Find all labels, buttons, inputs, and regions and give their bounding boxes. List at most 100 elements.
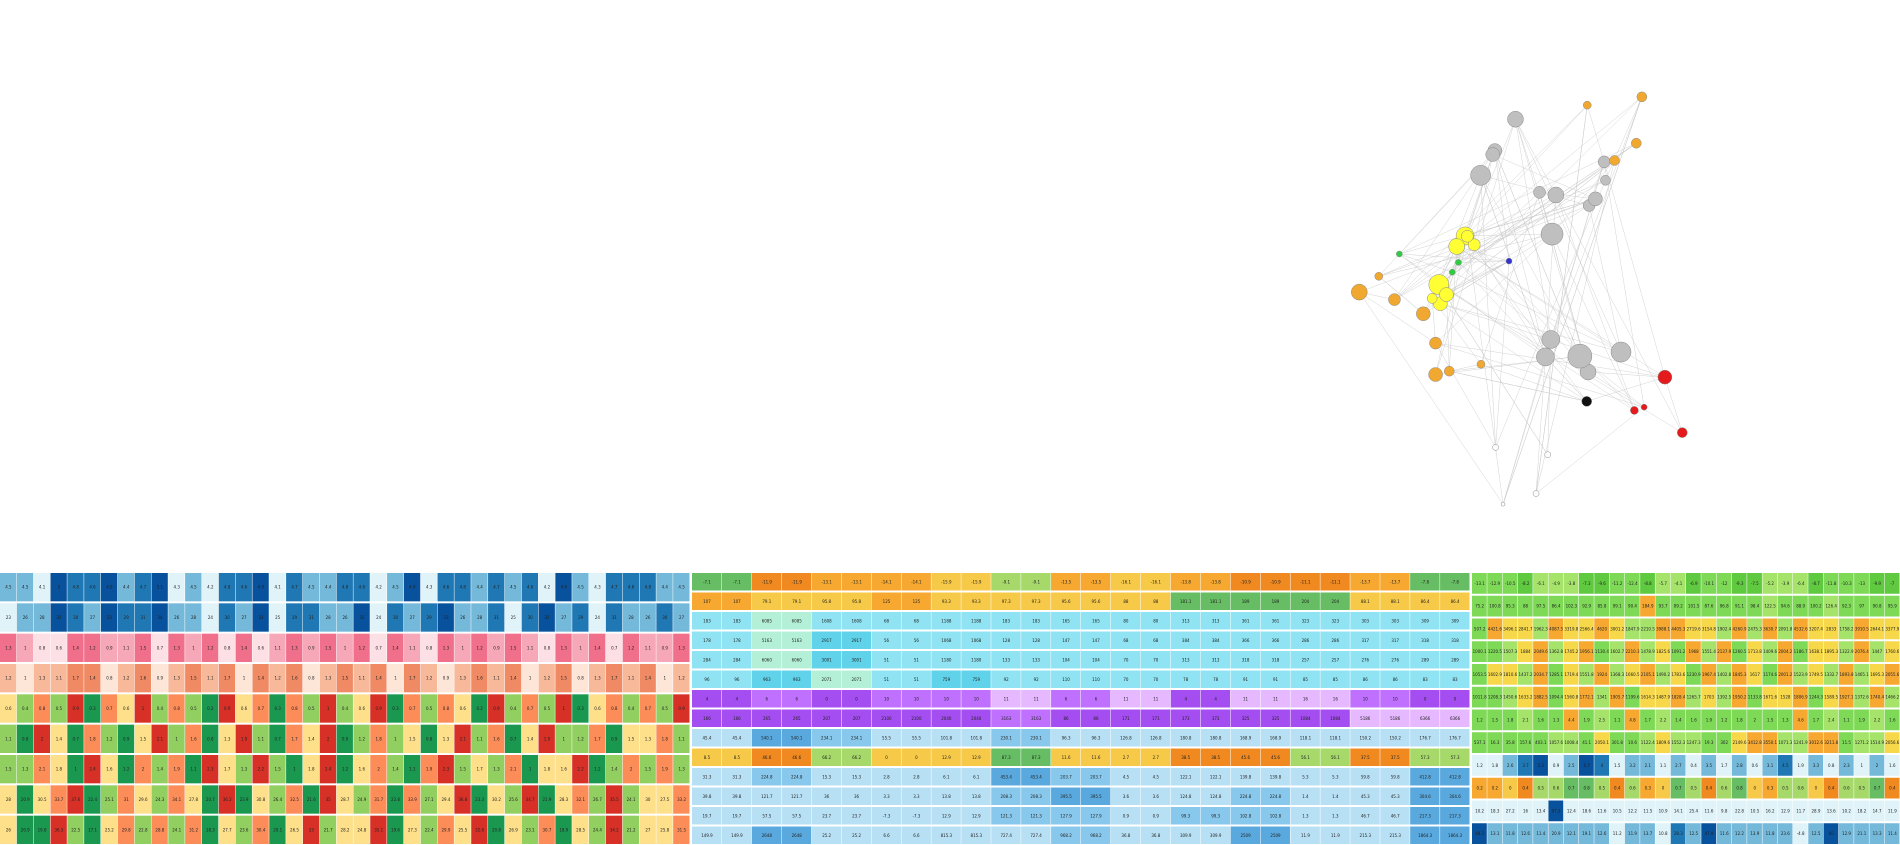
heatmap-cell-value: 24.1 bbox=[172, 827, 181, 832]
graph-node-grey[interactable] bbox=[1470, 165, 1491, 186]
heatmap-cell-value: 2 bbox=[142, 767, 145, 772]
graph-node-white[interactable] bbox=[1532, 490, 1540, 497]
graph-node-grey[interactable] bbox=[1485, 147, 1500, 162]
heatmap-cell bbox=[751, 826, 782, 844]
graph-node-grey[interactable] bbox=[1536, 347, 1555, 367]
graph-node-grey[interactable] bbox=[1507, 110, 1524, 128]
heatmap-cell bbox=[454, 573, 471, 602]
heatmap-cell bbox=[100, 664, 118, 693]
heatmap-cell bbox=[1170, 670, 1201, 688]
graph-edge bbox=[1515, 119, 1589, 373]
heatmap-cell bbox=[185, 815, 202, 844]
heatmap-cell bbox=[639, 694, 656, 723]
heatmap-cell-value: 2137.9 bbox=[1717, 649, 1731, 654]
graph-node-orange[interactable] bbox=[1582, 100, 1592, 110]
heatmap-cell bbox=[1200, 787, 1231, 805]
heatmap-cell bbox=[1140, 670, 1171, 688]
heatmap-cell-value: 1362.8 bbox=[1549, 649, 1563, 654]
heatmap-cell-value: 4.4 bbox=[476, 585, 483, 590]
graph-node-green[interactable] bbox=[1396, 250, 1403, 258]
heatmap-cell-value: 0.4 bbox=[22, 706, 29, 711]
heatmap-cell bbox=[1021, 709, 1051, 727]
heatmap-cell-value: 181.1 bbox=[1210, 599, 1222, 604]
graph-node-red[interactable] bbox=[1630, 406, 1639, 415]
graph-edge bbox=[1535, 407, 1645, 494]
heatmap-cell-value: 0.4 bbox=[157, 706, 164, 711]
graph-node-green[interactable] bbox=[1455, 259, 1462, 266]
heatmap-cell bbox=[811, 592, 842, 610]
graph-node-grey[interactable] bbox=[1541, 330, 1561, 349]
heatmap-cell bbox=[721, 651, 752, 669]
graph-node-grey[interactable] bbox=[1610, 341, 1632, 363]
heatmap-cell bbox=[1200, 573, 1231, 591]
graph-node-blue[interactable] bbox=[1505, 257, 1513, 265]
heatmap-cell-value: 36 bbox=[854, 794, 860, 799]
graph-node-white[interactable] bbox=[1544, 451, 1551, 458]
graph-node-grey[interactable] bbox=[1597, 155, 1611, 169]
graph-node-red[interactable] bbox=[1677, 427, 1688, 438]
heatmap-cell-value: 1.1 bbox=[190, 767, 197, 772]
heatmap-cell-value: 20.1 bbox=[273, 827, 282, 832]
graph-node-orange[interactable] bbox=[1374, 272, 1384, 281]
heatmap-cell-value: 0.9 bbox=[443, 676, 450, 681]
graph-node-orange[interactable] bbox=[1631, 137, 1642, 149]
heatmap-cell bbox=[622, 815, 640, 844]
graph-node-orange[interactable] bbox=[1428, 367, 1443, 382]
graph-node-grey[interactable] bbox=[1533, 186, 1546, 199]
graph-node-white[interactable] bbox=[1492, 444, 1499, 451]
heatmap-cell bbox=[1440, 690, 1470, 708]
heatmap-cell-value: 968.2 bbox=[1060, 833, 1072, 838]
heatmap-cell-value: 0.5 bbox=[190, 706, 197, 711]
graph-node-grey[interactable] bbox=[1600, 175, 1611, 186]
heatmap-cell-value: 4.8 bbox=[645, 585, 652, 590]
heatmap-cell bbox=[841, 807, 872, 825]
heatmap-cell-value: 12.6 bbox=[1521, 831, 1530, 836]
graph-node-grey[interactable] bbox=[1547, 186, 1565, 204]
heatmap-cell bbox=[841, 748, 872, 766]
heatmap-cell-value: 139.8 bbox=[1240, 774, 1252, 779]
graph-node-orange[interactable] bbox=[1476, 359, 1486, 369]
graph-node-orange[interactable] bbox=[1388, 293, 1401, 306]
heatmap-cell bbox=[1021, 807, 1051, 825]
heatmap-cell-value: 317 bbox=[1361, 638, 1369, 643]
graph-node-yellow[interactable] bbox=[1467, 238, 1481, 251]
heatmap-cell bbox=[1081, 826, 1111, 844]
heatmap-cell-value: 165 bbox=[1062, 618, 1070, 623]
graph-node-orange[interactable] bbox=[1444, 365, 1455, 377]
heatmap-cell bbox=[454, 724, 471, 753]
heatmap-cell-value: 6085 bbox=[762, 618, 773, 623]
graph-node-orange[interactable] bbox=[1351, 283, 1368, 301]
heatmap-cell bbox=[751, 787, 782, 805]
heatmap-cell-value: 1.5 bbox=[1767, 717, 1774, 722]
graph-node-orange[interactable] bbox=[1416, 306, 1431, 322]
graph-edge bbox=[1605, 96, 1643, 181]
graph-node-orange[interactable] bbox=[1636, 91, 1648, 103]
heatmap-cell bbox=[1563, 686, 1579, 708]
heatmap-cell bbox=[1624, 664, 1640, 685]
graph-node-grey[interactable] bbox=[1588, 191, 1603, 207]
graph-node-black[interactable] bbox=[1581, 396, 1592, 407]
heatmap-cell bbox=[931, 592, 961, 610]
graph-node-orange[interactable] bbox=[1609, 155, 1620, 166]
graph-node-green[interactable] bbox=[1449, 268, 1456, 276]
heatmap-cell-value: 1068 bbox=[941, 638, 952, 643]
heatmap-cell-value: 1.8 bbox=[1736, 717, 1743, 722]
graph-node-yellow[interactable] bbox=[1439, 287, 1454, 302]
heatmap-cell bbox=[1579, 595, 1594, 617]
graph-node-grey[interactable] bbox=[1540, 222, 1564, 246]
heatmap-cell-value: 1927.1 bbox=[1840, 695, 1854, 700]
graph-node-grey[interactable] bbox=[1567, 343, 1593, 369]
graph-node-yellow[interactable] bbox=[1461, 229, 1474, 243]
graph-node-yellow[interactable] bbox=[1448, 238, 1465, 255]
heatmap-cell-value: 507.2 bbox=[1474, 626, 1486, 631]
graph-node-red[interactable] bbox=[1657, 369, 1673, 385]
graph-node-white[interactable] bbox=[1500, 501, 1506, 507]
heatmap-cell bbox=[1440, 807, 1470, 825]
graph-node-red[interactable] bbox=[1640, 403, 1648, 411]
heatmap-cell-value: 39.8 bbox=[732, 794, 741, 799]
heatmap-cell bbox=[67, 815, 84, 844]
graph-node-orange[interactable] bbox=[1429, 336, 1442, 350]
heatmap-cell bbox=[781, 631, 812, 649]
graph-node-yellow[interactable] bbox=[1426, 293, 1438, 304]
heatmap-cell-value: 30 bbox=[662, 615, 668, 620]
